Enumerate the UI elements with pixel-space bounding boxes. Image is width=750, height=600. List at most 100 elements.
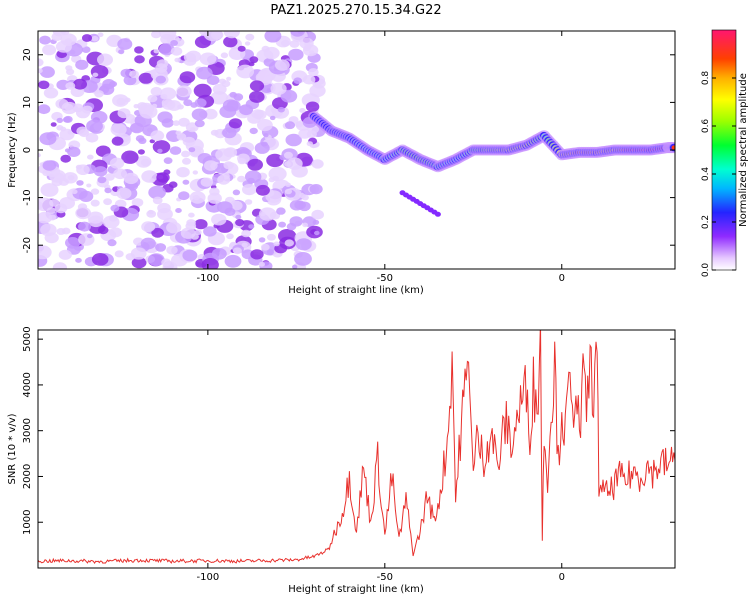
noise-blob	[65, 237, 81, 249]
noise-blob	[265, 190, 282, 203]
noise-blob	[123, 172, 139, 185]
noise-blob	[150, 86, 163, 96]
noise-blob	[38, 68, 43, 74]
noise-blob	[308, 68, 319, 77]
noise-blob	[207, 192, 222, 204]
noise-blob	[302, 74, 316, 85]
noise-blob	[276, 207, 286, 215]
noise-blob	[152, 140, 171, 154]
noise-blob	[130, 247, 147, 260]
noise-blob	[286, 222, 297, 231]
noise-blob	[103, 198, 112, 206]
noise-blob	[193, 83, 212, 98]
noise-blob	[90, 64, 109, 79]
noise-blob	[266, 153, 284, 168]
colorbar-tick-label: 0.8	[701, 71, 711, 86]
noise-blob	[203, 31, 222, 42]
noise-blob	[183, 52, 196, 63]
colorbar-label: Normalized spectral amplitude	[738, 73, 749, 227]
noise-blob	[223, 31, 240, 39]
noise-blob	[60, 31, 70, 36]
noise-blob	[258, 237, 266, 243]
noise-blob	[71, 189, 78, 195]
noise-blob	[110, 123, 127, 136]
noise-blob	[155, 243, 167, 252]
noise-blob	[134, 46, 144, 54]
noise-blob	[263, 133, 269, 138]
noise-blob	[87, 211, 104, 224]
noise-blob	[188, 147, 196, 153]
noise-blob	[188, 212, 195, 218]
noise-blob	[120, 68, 133, 78]
y-tick-label: 10	[22, 96, 33, 109]
noise-blob	[169, 146, 182, 155]
noise-blob	[160, 87, 177, 100]
noise-blob	[278, 221, 286, 228]
noise-blob	[151, 227, 164, 238]
noise-blob	[258, 207, 277, 221]
noise-blob	[138, 72, 154, 84]
noise-blob	[194, 119, 205, 128]
noise-blob	[170, 40, 179, 46]
noise-blob	[148, 185, 166, 200]
y-tick-label: -20	[22, 237, 33, 253]
noise-blob	[299, 108, 306, 113]
noise-blob	[113, 168, 127, 180]
signal-trace	[308, 111, 675, 217]
noise-blob	[117, 108, 131, 119]
noise-blob	[203, 160, 218, 171]
noise-blob	[294, 252, 312, 266]
y-tick-label: 3000	[22, 418, 33, 443]
noise-cloud	[38, 31, 326, 269]
noise-blob	[92, 72, 99, 78]
noise-blob	[241, 249, 255, 260]
colorbar-gradient	[711, 29, 737, 271]
noise-blob	[157, 148, 163, 153]
noise-blob	[237, 45, 246, 52]
noise-blob	[81, 34, 93, 42]
noise-blob	[283, 151, 293, 159]
noise-blob	[64, 38, 73, 45]
noise-blob	[249, 127, 258, 135]
noise-blob	[224, 254, 242, 268]
x-tick-label: -100	[197, 572, 220, 583]
trace-core	[671, 145, 675, 150]
noise-blob	[294, 200, 306, 210]
noise-blob	[174, 57, 181, 63]
noise-blob	[295, 121, 303, 128]
x-tick-label: -50	[377, 572, 393, 583]
noise-blob	[232, 189, 241, 196]
noise-blob	[299, 37, 314, 49]
noise-blob	[38, 245, 52, 260]
noise-blob	[261, 70, 270, 77]
noise-blob	[285, 182, 291, 187]
noise-blob	[212, 83, 227, 95]
noise-blob	[190, 127, 196, 132]
noise-blob	[206, 75, 220, 86]
noise-blob	[94, 90, 104, 98]
noise-blob	[91, 253, 109, 266]
noise-blob	[223, 148, 235, 157]
noise-blob	[244, 199, 253, 205]
noise-blob	[90, 188, 100, 195]
noise-blob	[116, 187, 132, 200]
noise-blob	[152, 196, 163, 205]
noise-blob	[147, 209, 154, 215]
noise-blob	[68, 140, 81, 150]
faint-branch-point	[434, 211, 441, 217]
noise-blob	[176, 85, 192, 98]
noise-blob	[76, 164, 90, 175]
noise-blob	[75, 207, 92, 220]
noise-blob	[38, 104, 51, 115]
noise-blob	[159, 43, 175, 56]
noise-blob	[182, 249, 198, 262]
noise-blob	[235, 219, 245, 227]
noise-blob	[273, 241, 280, 247]
noise-blob	[218, 78, 226, 85]
noise-blob	[226, 233, 234, 240]
x-tick-label: -50	[377, 273, 393, 284]
noise-blob	[161, 258, 172, 267]
noise-blob	[81, 46, 91, 53]
noise-blob	[54, 203, 68, 214]
noise-blob	[76, 180, 84, 186]
